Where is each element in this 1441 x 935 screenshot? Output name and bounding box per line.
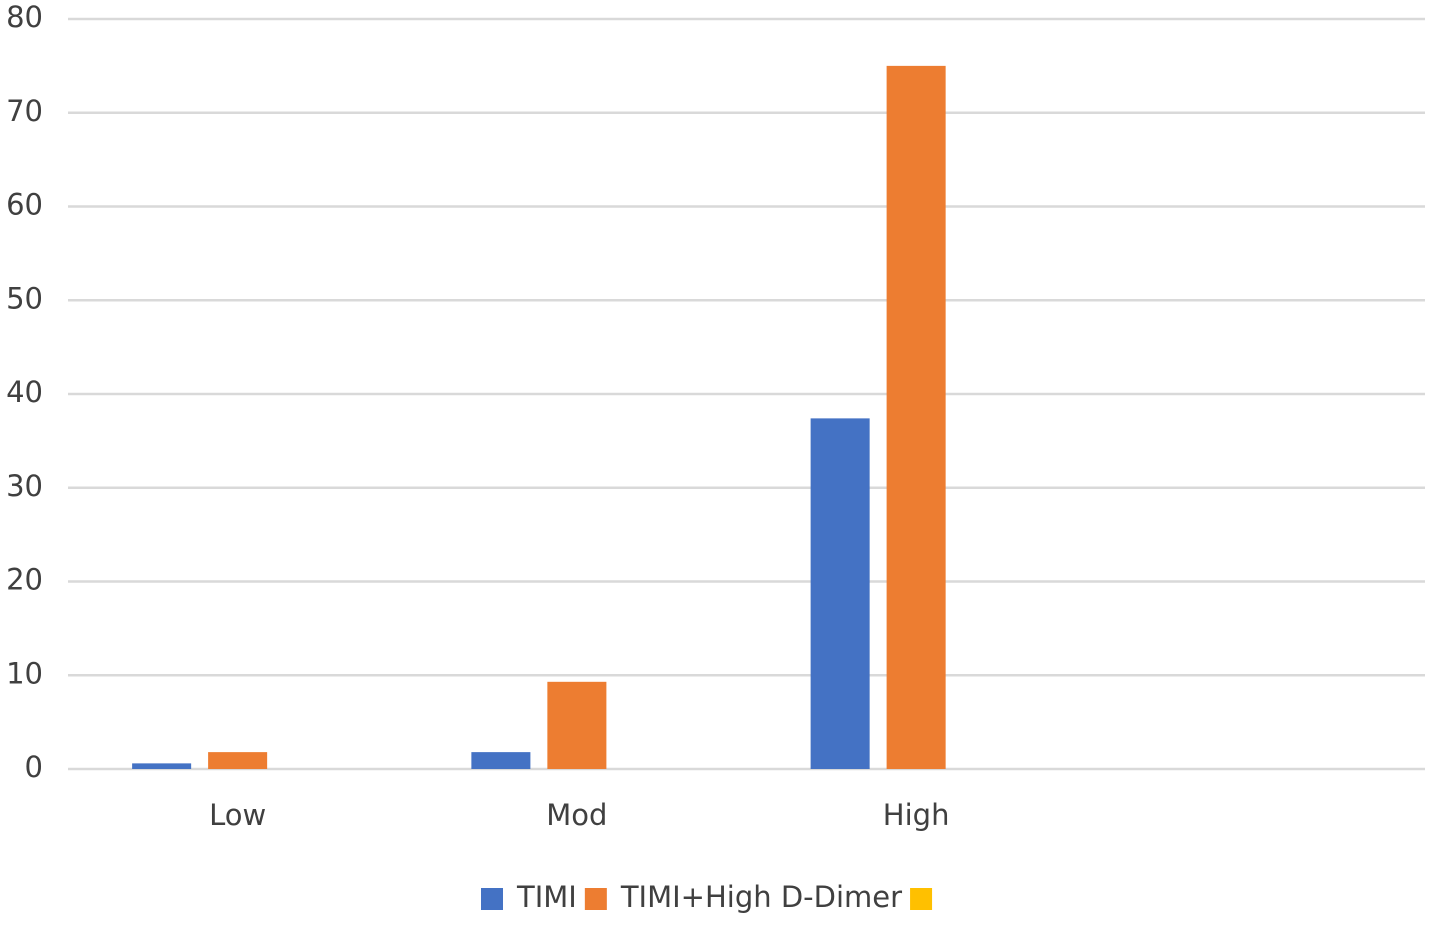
bar (810, 418, 870, 769)
y-tick-label: 70 (6, 94, 43, 128)
legend-swatch (584, 888, 607, 910)
x-tick-label: Mod (546, 798, 607, 832)
y-tick-label: 50 (6, 281, 43, 315)
y-tick-label: 10 (6, 656, 43, 690)
legend-swatch (481, 888, 503, 910)
x-tick-label: Low (209, 798, 266, 832)
legend-label: TIMI (516, 880, 577, 914)
bar (132, 763, 192, 769)
y-tick-label: 0 (25, 750, 43, 784)
bar (886, 65, 946, 769)
bar (547, 681, 607, 769)
y-tick-label: 20 (6, 563, 43, 597)
x-tick-label: High (883, 798, 950, 832)
y-tick-label: 30 (6, 469, 43, 503)
y-tick-label: 40 (6, 375, 43, 409)
legend-label: TIMI+High D-Dimer (620, 880, 902, 914)
y-tick-label: 80 (6, 0, 43, 34)
legend-swatch (910, 888, 933, 910)
bar (471, 752, 531, 769)
y-tick-label: 60 (6, 188, 43, 222)
bar (208, 752, 268, 769)
